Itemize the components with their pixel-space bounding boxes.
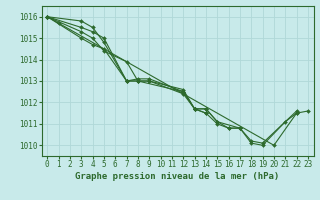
X-axis label: Graphe pression niveau de la mer (hPa): Graphe pression niveau de la mer (hPa): [76, 172, 280, 181]
